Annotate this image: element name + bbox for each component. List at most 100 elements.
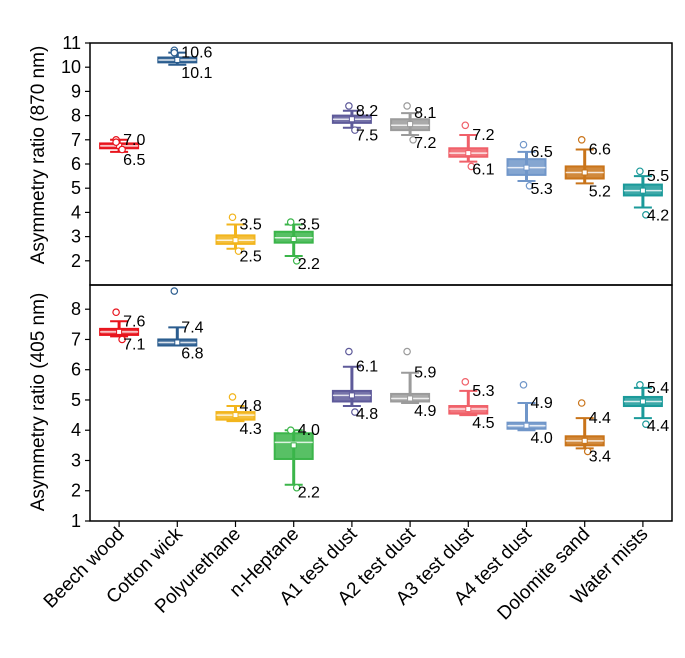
top-y-tick-label: 6 xyxy=(71,154,81,174)
value-label-high: 8.2 xyxy=(356,103,378,120)
value-label-low: 2.2 xyxy=(298,485,320,502)
outlier-point xyxy=(234,247,243,255)
value-label-high: 7.6 xyxy=(123,313,145,330)
bottom-y-tick-label: 1 xyxy=(71,511,81,531)
value-label-low: 10.1 xyxy=(181,65,212,82)
top-y-tick-label: 2 xyxy=(71,251,81,271)
outlier-point xyxy=(467,162,476,171)
top-box-a1-test-dust: 8.27.5 xyxy=(331,102,378,145)
top-box-a4-test-dust: 6.5 5.3 xyxy=(506,140,553,198)
outlier-point xyxy=(577,136,586,144)
outlier-point xyxy=(118,145,126,154)
value-label-low: 4.8 xyxy=(356,406,378,423)
value-label-low: 4.5 xyxy=(472,415,494,432)
value-label-high: 7.0 xyxy=(123,132,145,149)
value-label-high: 4.8 xyxy=(240,398,262,415)
mean-marker xyxy=(523,164,530,171)
bottom-plot-frame xyxy=(89,284,673,522)
value-label-high: 8.1 xyxy=(414,105,436,122)
top-box-water-mists: 5.5 4.2 xyxy=(622,167,669,225)
value-label-low: 2.5 xyxy=(240,249,262,266)
outlier-point xyxy=(112,138,120,147)
value-label-high: 3.5 xyxy=(298,217,320,234)
outlier-point xyxy=(351,408,359,416)
value-label-high: 6.5 xyxy=(531,144,553,161)
outlier-point xyxy=(170,287,179,295)
outlier-point xyxy=(461,378,470,386)
top-box-polyurethane: 3.5 2.5 xyxy=(215,213,262,266)
value-label-high: 6.1 xyxy=(356,359,378,376)
bottom-y-tick-label: 8 xyxy=(71,299,81,319)
bottom-box-a1-test-dust: 6.1 4.8 xyxy=(331,347,378,423)
top-y-tick-label: 9 xyxy=(71,81,81,101)
value-label-low: 4.0 xyxy=(531,430,553,447)
mean-marker xyxy=(348,392,355,399)
mean-marker xyxy=(116,328,123,335)
value-label-high: 4.0 xyxy=(298,422,320,439)
bottom-box-n-heptane: 4.0 2.2 xyxy=(273,422,320,502)
mean-marker xyxy=(407,121,414,128)
mean-marker xyxy=(465,406,472,413)
outlier-point xyxy=(409,136,417,144)
value-label-low: 4.4 xyxy=(647,418,669,435)
mean-marker xyxy=(174,56,181,63)
outlier-point xyxy=(286,426,295,435)
top-y-tick-label: 3 xyxy=(71,227,81,247)
top-y-tick-label: 8 xyxy=(71,106,81,126)
bottom-box-a2-test-dust: 5.9 4.9 xyxy=(390,347,436,420)
top-box-dolomite-sand: 6.6 5.2 xyxy=(564,136,611,200)
value-label-high: 4.4 xyxy=(589,410,611,427)
outlier-point xyxy=(292,256,301,265)
mean-marker xyxy=(639,398,646,405)
outlier-point xyxy=(525,181,534,190)
outlier-point xyxy=(345,102,353,110)
outlier-point xyxy=(403,347,411,356)
outlier-point xyxy=(519,140,528,149)
value-label-low: 6.1 xyxy=(472,162,494,179)
top-y-tick-label: 10 xyxy=(61,57,81,77)
value-label-high: 3.5 xyxy=(240,217,262,234)
outlier-point xyxy=(636,167,644,176)
bottom-box-water-mists: 5.4 4.4 xyxy=(622,380,669,435)
value-label-low: 2.2 xyxy=(298,256,320,273)
outlier-point xyxy=(636,381,644,389)
mean-marker xyxy=(290,442,297,449)
mean-marker xyxy=(581,169,588,176)
outlier-point xyxy=(642,211,650,219)
outlier-point xyxy=(292,483,301,492)
value-label-high: 10.6 xyxy=(181,45,212,62)
mean-marker xyxy=(232,237,239,244)
value-label-low: 4.3 xyxy=(240,421,262,438)
mean-marker xyxy=(348,116,355,123)
outlier-point xyxy=(577,399,586,407)
bottom-box-dolomite-sand: 4.4 3.4 xyxy=(564,399,611,465)
outlier-point xyxy=(519,381,528,389)
mean-marker xyxy=(523,422,530,429)
outlier-point xyxy=(118,335,126,344)
top-y-tick-label: 5 xyxy=(71,178,81,198)
value-label-high: 5.4 xyxy=(647,380,669,397)
outlier-point xyxy=(345,347,353,356)
outlier-point xyxy=(351,126,359,134)
value-label-low: 6.5 xyxy=(123,152,145,169)
outlier-point xyxy=(403,102,411,110)
value-label-low: 6.8 xyxy=(181,346,203,363)
top-y-tick-label: 11 xyxy=(62,33,81,53)
mean-marker xyxy=(465,150,472,157)
value-label-high: 7.4 xyxy=(181,319,203,336)
value-label-low: 7.1 xyxy=(123,336,145,353)
bottom-y-tick-label: 5 xyxy=(71,390,81,410)
bottom-box-polyurethane: 4.84.3 xyxy=(215,393,262,438)
value-label-low: 5.3 xyxy=(531,181,553,198)
outlier-point xyxy=(112,308,120,317)
mean-marker xyxy=(581,437,588,444)
top-box-cotton-wick: 10.6 10.1 xyxy=(157,45,213,82)
value-label-low: 7.2 xyxy=(414,135,436,152)
outlier-point xyxy=(461,121,470,130)
value-label-high: 5.9 xyxy=(414,365,436,382)
mean-marker xyxy=(290,236,297,243)
value-label-high: 4.9 xyxy=(531,395,553,412)
